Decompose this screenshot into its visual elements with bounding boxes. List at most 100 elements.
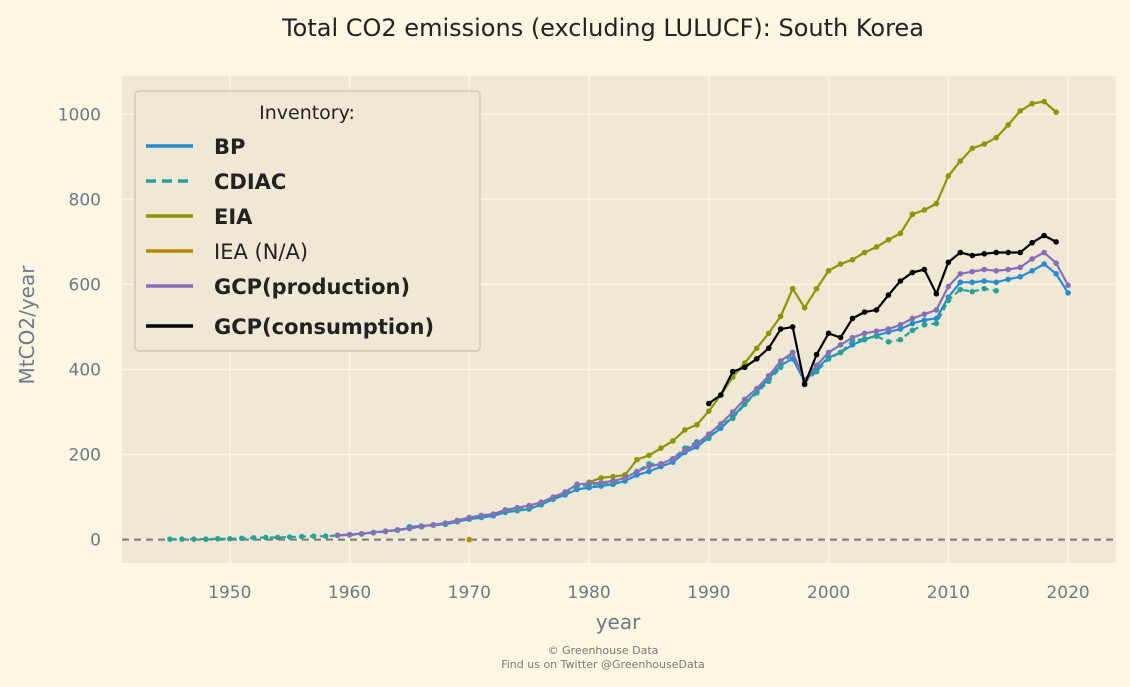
data-point-gcp-production [993,268,1000,274]
legend-items: BP CDIAC EIA IEA (N/A) GCP(production) GCP(co… [146,135,434,339]
data-point-gcp-consumption [993,249,1000,256]
data-point-bp [1017,273,1023,280]
data-point-eia [1017,108,1023,114]
data-point-gcp-production [957,270,964,277]
data-point-gcp-production [717,421,724,427]
data-point-gcp-production [646,463,652,470]
data-point-eia [813,285,820,292]
data-point-gcp-production [777,358,784,364]
data-point-gcp-production [1029,256,1035,262]
data-point-cdiac [706,435,712,442]
x-tick-label: 1960 [328,583,371,603]
data-point-eia [861,249,868,256]
data-point-bp [1041,261,1047,267]
data-point-cdiac [191,536,197,542]
data-point-gcp-production [837,342,844,348]
data-point-cdiac [753,390,760,396]
data-point-gcp-production [1017,264,1023,271]
y-tick-labels: 0 200 400 600 800 1000 [58,105,101,550]
data-point-gcp-consumption [753,356,760,362]
data-point-eia [789,285,796,292]
data-point-gcp-production [346,531,353,538]
legend-label-bp: BP [214,135,245,159]
data-point-gcp-consumption [933,290,940,297]
data-point-cdiac [981,285,988,292]
data-point-gcp-production [634,468,640,475]
data-point-eia [897,230,904,237]
data-point-eia [741,360,748,366]
data-point-gcp-production [1041,249,1047,256]
data-point-gcp-production [825,349,832,356]
data-point-gcp-production [885,326,892,332]
data-point-cdiac [274,534,281,541]
data-point-eia [957,158,964,164]
data-point-gcp-consumption [825,330,832,337]
data-point-gcp-production [741,396,748,403]
data-point-gcp-production [849,334,856,341]
legend-label-iea-n-a: IEA (N/A) [214,240,308,264]
data-point-eia [1029,100,1035,107]
data-point-cdiac [167,536,173,542]
data-point-cdiac [993,287,1000,294]
legend-label-eia: EIA [214,205,253,229]
data-point-eia [610,473,616,480]
data-point-bp [957,279,964,286]
data-point-gcp-production [753,385,760,392]
data-point-cdiac [921,322,928,328]
data-point-cdiac [238,535,245,542]
data-point-bp [969,279,976,286]
data-point-cdiac [897,336,904,343]
x-tick-label: 1970 [448,583,491,603]
data-point-gcp-production [658,461,664,467]
data-point-eia [993,134,1000,141]
data-point-gcp-consumption [813,351,820,358]
data-point-gcp-production [454,517,461,524]
footer-twitter: Find us on Twitter @GreenhouseData [501,658,705,671]
data-point-cdiac [729,415,736,422]
data-point-eia [981,141,988,147]
data-point-gcp-consumption [837,334,844,341]
data-point-cdiac [777,364,784,371]
data-point-gcp-consumption [957,249,964,256]
legend-title: Inventory: [259,102,355,124]
data-point-cdiac [873,333,880,340]
y-tick-label: 200 [69,446,101,466]
data-point-gcp-production [526,502,532,509]
data-point-cdiac [957,286,964,293]
data-point-cdiac [286,534,293,540]
data-point-eia [873,244,880,250]
data-point-cdiac [226,535,233,542]
data-point-gcp-production [694,441,700,447]
data-point-cdiac [298,533,305,540]
y-tick-label: 800 [69,190,101,210]
series-eia [586,98,1059,485]
data-point-gcp-production [514,504,521,511]
data-point-gcp-production [861,330,868,337]
data-point-gcp-production [478,512,485,519]
data-point-gcp-production [873,328,880,334]
data-point-gcp-consumption [873,307,880,313]
data-point-gcp-consumption [741,364,748,371]
series-iea-n-a [466,536,473,543]
data-point-bp [921,317,928,323]
data-point-cdiac [861,336,868,342]
data-point-gcp-production [1065,282,1071,289]
y-tick-label: 400 [69,360,101,380]
data-point-gcp-consumption [969,252,976,259]
data-point-eia [777,313,784,320]
data-point-eia [933,200,940,207]
data-point-gcp-production [406,525,413,531]
x-axis-label: year [596,610,641,634]
chart-title: Total CO2 emissions (excluding LULUCF): … [281,14,924,42]
data-point-gcp-production [789,349,796,356]
data-point-gcp-production [502,507,509,513]
data-point-gcp-consumption [1017,249,1023,256]
x-tick-label: 1990 [687,583,730,603]
data-point-eia [921,207,928,213]
data-point-cdiac [741,401,748,408]
data-point-gcp-production [729,409,736,415]
data-point-bp [909,320,916,327]
data-point-eia [1053,109,1059,115]
data-point-gcp-consumption [945,259,952,266]
